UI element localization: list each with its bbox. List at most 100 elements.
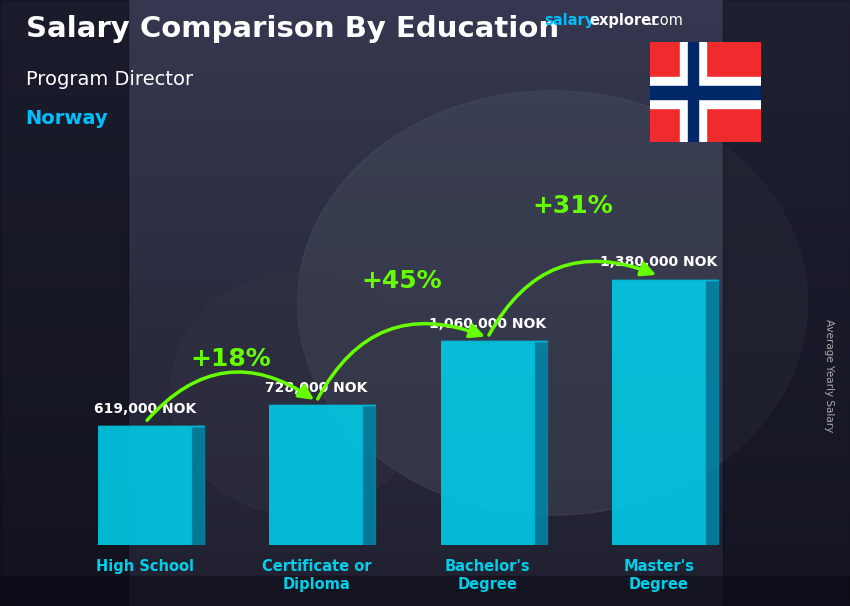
Bar (0, 473, 850, 476)
Bar (0, 536, 850, 539)
Text: 1,380,000 NOK: 1,380,000 NOK (600, 255, 717, 269)
Bar (0, 436, 850, 439)
Bar (0, 476, 850, 479)
Bar (0, 133, 850, 136)
Bar (0, 539, 850, 542)
Text: Program Director: Program Director (26, 70, 193, 88)
Bar (0, 415, 850, 418)
Bar (0, 542, 850, 545)
Bar (0, 567, 850, 570)
Bar (0, 309, 850, 312)
Bar (0, 209, 850, 212)
Bar (0, 418, 850, 421)
Bar (0, 0, 850, 3)
Bar (0, 206, 850, 209)
Bar (0, 3, 850, 6)
Bar (0, 488, 850, 491)
Bar (0, 570, 850, 573)
Bar (0, 318, 850, 321)
Polygon shape (192, 426, 204, 545)
Bar (0, 521, 850, 524)
Bar (0, 12, 850, 15)
Bar (0, 294, 850, 297)
Bar (98, 426, 192, 545)
Text: Salary Comparison By Education: Salary Comparison By Education (26, 15, 558, 43)
Bar (0, 282, 850, 285)
Bar (269, 405, 364, 545)
Bar (688, 42, 698, 142)
Bar (0, 545, 850, 548)
Bar (0, 148, 850, 152)
Bar (0, 458, 850, 461)
Bar (0, 491, 850, 494)
Bar (0, 442, 850, 445)
Bar (0, 464, 850, 467)
Bar (0, 112, 850, 115)
Bar (0, 551, 850, 554)
Bar (0, 345, 850, 348)
Bar (0, 518, 850, 521)
Bar (0, 121, 850, 124)
Bar (0, 564, 850, 567)
Bar (0, 139, 850, 142)
Bar (0, 333, 850, 336)
Bar (0, 27, 850, 30)
Bar (0, 445, 850, 448)
Bar (0, 373, 850, 376)
Bar (0, 55, 850, 58)
Bar (0, 494, 850, 497)
Bar (0, 503, 850, 506)
Bar (650, 86, 761, 99)
Polygon shape (535, 341, 547, 545)
Bar (0, 385, 850, 388)
Bar (0, 67, 850, 70)
Bar (0, 558, 850, 561)
Bar (0, 164, 850, 167)
Bar (0, 245, 850, 248)
Bar (0, 579, 850, 582)
Bar (0, 218, 850, 221)
Bar (0, 582, 850, 585)
Bar (0, 191, 850, 194)
Bar (0, 382, 850, 385)
Bar (0, 264, 850, 267)
Bar (0, 115, 850, 118)
Bar (0, 597, 850, 600)
Bar (0, 167, 850, 170)
Bar (0, 400, 850, 403)
Text: Norway: Norway (26, 109, 108, 128)
Text: salary: salary (544, 13, 594, 28)
Bar (0, 485, 850, 488)
Bar (0, 427, 850, 430)
Bar (0, 6, 850, 9)
Bar (0, 9, 850, 12)
Bar (0, 197, 850, 200)
Polygon shape (364, 405, 376, 545)
Bar (0, 588, 850, 591)
Bar (0, 315, 850, 318)
Bar (0, 512, 850, 515)
Bar (0, 500, 850, 503)
Bar (0, 73, 850, 76)
Bar (0, 603, 850, 606)
Bar (0, 33, 850, 36)
Bar (0, 85, 850, 88)
Bar (0, 482, 850, 485)
Bar (0, 251, 850, 255)
Bar (0, 403, 850, 406)
Bar (0, 158, 850, 161)
Bar (0, 327, 850, 330)
Bar (0, 297, 850, 300)
Bar (0, 585, 850, 588)
Bar (0, 61, 850, 64)
Bar (0, 261, 850, 264)
Bar (0, 370, 850, 373)
Bar (0, 397, 850, 400)
Bar (0, 188, 850, 191)
Bar (612, 280, 706, 545)
Bar (0, 506, 850, 509)
Bar (0, 130, 850, 133)
Bar (0, 88, 850, 91)
Bar (0, 342, 850, 345)
Bar (0, 288, 850, 291)
